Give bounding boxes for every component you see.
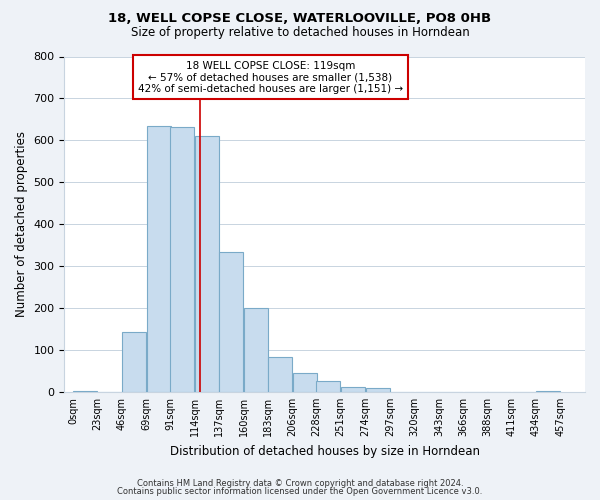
Bar	[147, 126, 171, 392]
Text: Size of property relative to detached houses in Horndean: Size of property relative to detached ho…	[131, 26, 469, 39]
Text: 18 WELL COPSE CLOSE: 119sqm
← 57% of detached houses are smaller (1,538)
42% of : 18 WELL COPSE CLOSE: 119sqm ← 57% of det…	[138, 60, 403, 94]
Bar	[220, 252, 244, 392]
Bar	[293, 372, 317, 392]
Bar	[316, 380, 340, 392]
Text: Contains public sector information licensed under the Open Government Licence v3: Contains public sector information licen…	[118, 487, 482, 496]
Text: Contains HM Land Registry data © Crown copyright and database right 2024.: Contains HM Land Registry data © Crown c…	[137, 478, 463, 488]
X-axis label: Distribution of detached houses by size in Horndean: Distribution of detached houses by size …	[170, 444, 480, 458]
Bar	[170, 127, 194, 392]
Bar	[244, 308, 268, 392]
Bar	[365, 388, 389, 392]
Bar	[268, 356, 292, 392]
Bar	[195, 136, 219, 392]
Bar	[341, 388, 365, 392]
Y-axis label: Number of detached properties: Number of detached properties	[15, 131, 28, 317]
Bar	[536, 391, 560, 392]
Bar	[122, 332, 146, 392]
Bar	[73, 391, 97, 392]
Text: 18, WELL COPSE CLOSE, WATERLOOVILLE, PO8 0HB: 18, WELL COPSE CLOSE, WATERLOOVILLE, PO8…	[109, 12, 491, 26]
